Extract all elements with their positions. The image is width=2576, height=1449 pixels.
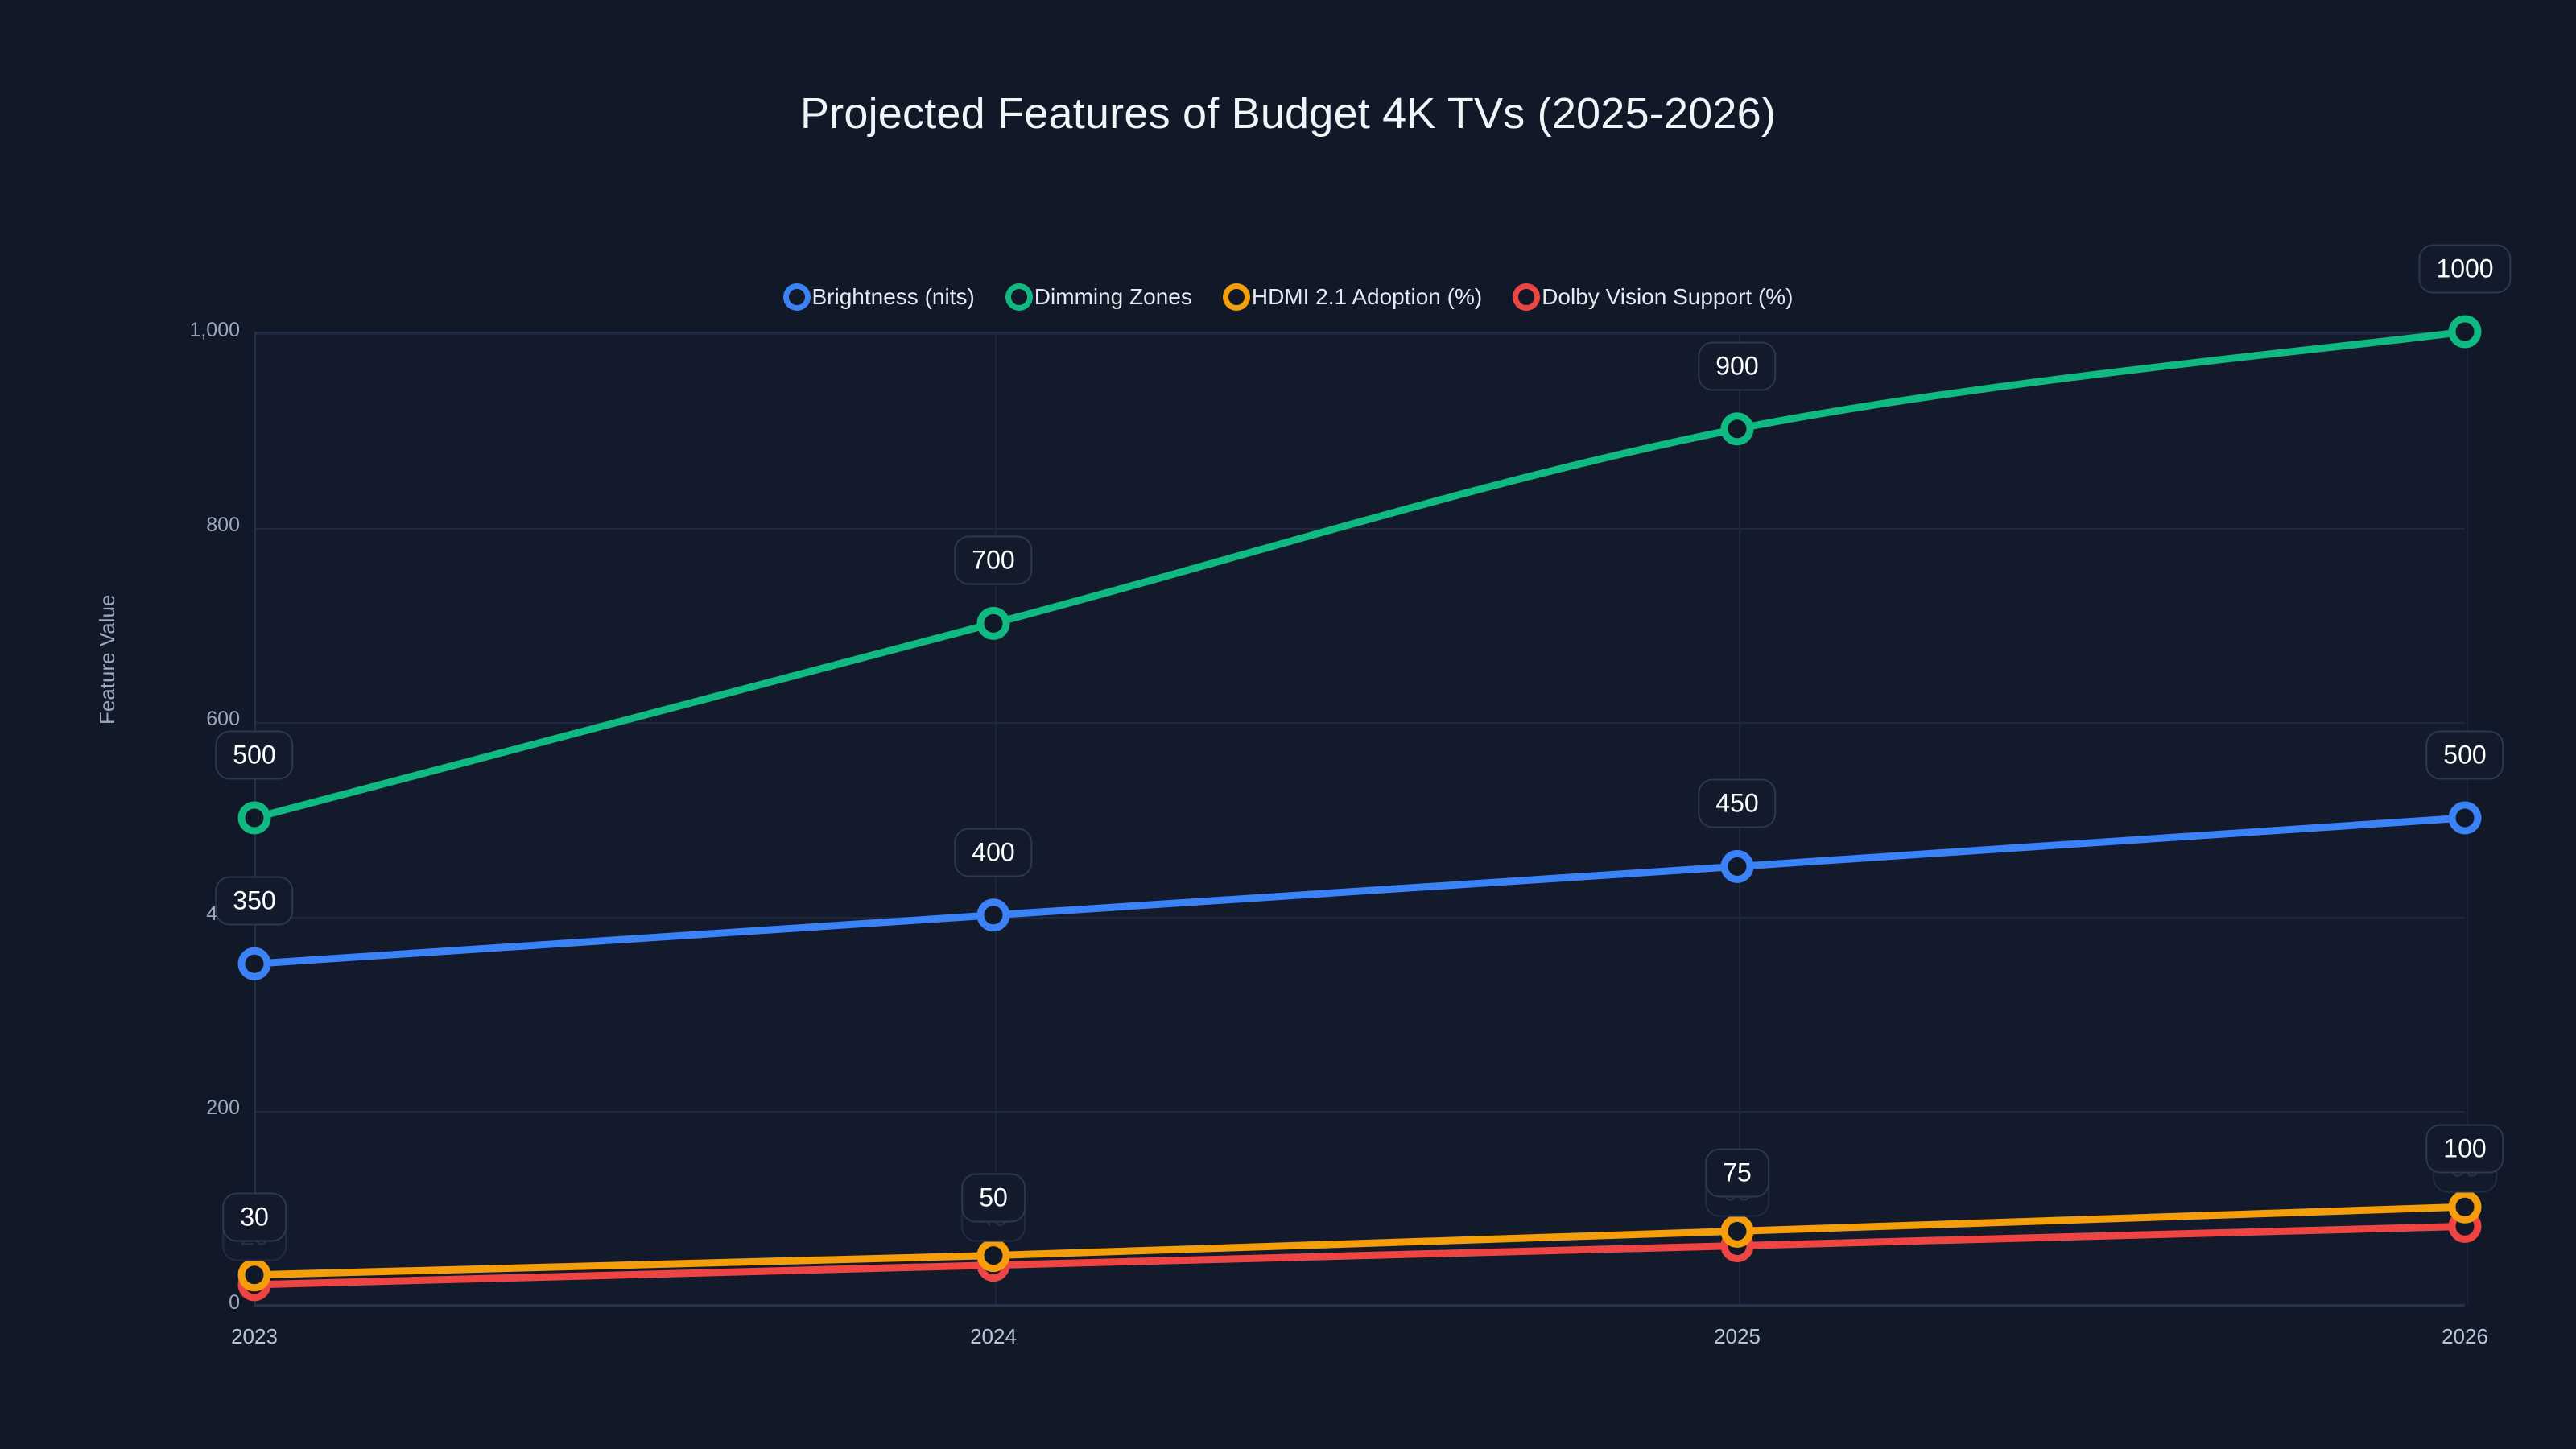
y-tick-label: 600 — [206, 708, 240, 731]
x-tick-label: 2023 — [231, 1324, 278, 1348]
data-label-hdmi-adoption: 30 — [222, 1192, 287, 1242]
gridline-horizontal — [256, 333, 2465, 335]
x-tick-label: 2024 — [970, 1324, 1017, 1348]
legend-item-label: Dolby Vision Support (%) — [1542, 284, 1794, 309]
y-axis-title: Feature Value — [95, 594, 119, 724]
x-tick-label: 2025 — [1714, 1324, 1761, 1348]
y-tick-label: 200 — [206, 1096, 240, 1120]
legend-marker-icon — [782, 283, 811, 311]
gridline-vertical — [995, 333, 997, 1304]
page-title: Projected Features of Budget 4K TVs (202… — [799, 89, 1777, 138]
data-label-brightness: 350 — [215, 876, 294, 926]
data-label-dimming-zones: 1000 — [2418, 244, 2512, 294]
gridline-horizontal — [256, 1306, 2465, 1307]
legend-item-hdmi-adoption[interactable]: HDMI 2.1 Adoption (%) — [1222, 283, 1483, 311]
data-label-brightness: 450 — [1698, 778, 1777, 828]
data-label-brightness: 400 — [954, 828, 1033, 877]
x-tick-label: 2026 — [2442, 1324, 2488, 1348]
legend-marker-icon — [1513, 283, 1541, 311]
y-tick-label: 800 — [206, 513, 240, 536]
gridline-horizontal — [256, 1111, 2465, 1113]
y-tick-label: 1,000 — [189, 319, 240, 341]
legend-item-label: Dimming Zones — [1034, 284, 1192, 309]
plot-area — [254, 332, 2468, 1307]
legend-item-label: HDMI 2.1 Adoption (%) — [1251, 284, 1483, 309]
chart-legend: Brightness (nits) Dimming Zones HDMI 2.1 A… — [0, 283, 2576, 311]
legend-marker-icon — [1005, 283, 1033, 311]
gridline-horizontal — [256, 527, 2465, 530]
legend-item-dimming-zones[interactable]: Dimming Zones — [1005, 283, 1192, 311]
gridline-horizontal — [256, 916, 2465, 919]
gridline-horizontal — [256, 722, 2465, 724]
legend-item-dolby-vision[interactable]: Dolby Vision Support (%) — [1513, 283, 1794, 311]
data-label-hdmi-adoption: 50 — [961, 1173, 1026, 1223]
data-label-dimming-zones: 900 — [1698, 341, 1777, 391]
legend-item-label: Brightness (nits) — [811, 284, 975, 309]
data-label-brightness: 500 — [2425, 730, 2504, 780]
data-label-dimming-zones: 500 — [215, 730, 294, 780]
x-axis-baseline — [254, 1304, 2465, 1307]
data-label-hdmi-adoption: 75 — [1705, 1148, 1769, 1198]
legend-marker-icon — [1222, 283, 1250, 311]
y-tick-label: 0 — [229, 1291, 240, 1314]
legend-item-brightness[interactable]: Brightness (nits) — [782, 283, 975, 311]
data-label-dimming-zones: 700 — [954, 535, 1033, 585]
data-label-hdmi-adoption: 100 — [2425, 1124, 2504, 1174]
